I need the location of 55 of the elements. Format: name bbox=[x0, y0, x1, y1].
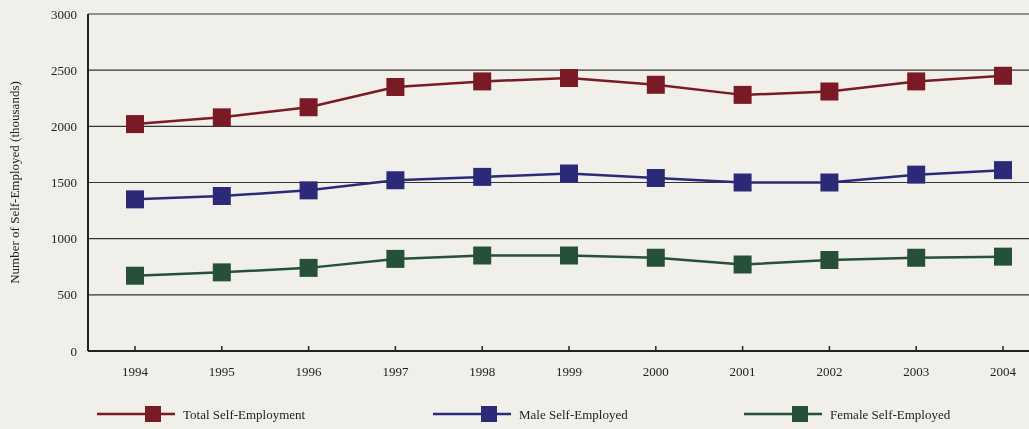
point bbox=[126, 115, 144, 134]
point bbox=[646, 75, 665, 94]
point bbox=[212, 108, 231, 127]
point bbox=[386, 171, 405, 190]
point bbox=[907, 72, 926, 91]
y-tick-label: 1000 bbox=[51, 231, 77, 247]
x-tick-label: 2002 bbox=[816, 364, 843, 379]
point bbox=[820, 173, 839, 192]
point bbox=[646, 169, 665, 188]
point bbox=[820, 82, 839, 101]
y-tick-label: 500 bbox=[57, 287, 77, 303]
point bbox=[994, 247, 1012, 266]
point bbox=[560, 164, 578, 183]
point bbox=[299, 98, 318, 117]
point bbox=[560, 246, 578, 265]
point bbox=[907, 248, 926, 267]
y-tick-label: 0 bbox=[70, 343, 77, 359]
point bbox=[560, 69, 578, 88]
point bbox=[820, 251, 839, 270]
point bbox=[299, 258, 318, 277]
x-tick-label: 2001 bbox=[729, 364, 756, 379]
point bbox=[733, 255, 752, 274]
x-tick-label: 2000 bbox=[642, 364, 669, 379]
point bbox=[473, 72, 492, 91]
point bbox=[473, 167, 492, 186]
y-tick-label: 1500 bbox=[51, 175, 77, 191]
x-tick-label: 1996 bbox=[295, 364, 323, 379]
legend-label: Total Self-Employment bbox=[183, 407, 306, 422]
x-tick-label: 1998 bbox=[469, 364, 496, 379]
x-tick-label: 1997 bbox=[382, 364, 409, 379]
x-tick-label: 1994 bbox=[122, 364, 149, 379]
x-tick-label: 2003 bbox=[903, 364, 930, 379]
point bbox=[386, 78, 405, 97]
x-tick-label: 1995 bbox=[208, 364, 235, 379]
point bbox=[386, 249, 405, 268]
x-tick-label: 1999 bbox=[556, 364, 582, 379]
point bbox=[646, 248, 665, 267]
point bbox=[733, 173, 752, 192]
y-tick-label: 3000 bbox=[51, 6, 77, 22]
point bbox=[299, 181, 318, 200]
x-tick-label: 2004 bbox=[990, 364, 1017, 379]
point bbox=[212, 186, 231, 205]
point bbox=[733, 85, 752, 104]
point bbox=[126, 190, 144, 209]
y-axis-title: Number of Self-Employed (thousands) bbox=[7, 81, 22, 284]
point bbox=[126, 266, 144, 285]
point bbox=[994, 66, 1012, 85]
legend-label: Female Self-Employed bbox=[830, 407, 951, 422]
point bbox=[994, 161, 1012, 180]
y-tick-label: 2000 bbox=[51, 118, 77, 134]
legend-label: Male Self-Employed bbox=[519, 407, 629, 422]
y-tick-label: 2500 bbox=[51, 62, 77, 78]
point bbox=[907, 165, 926, 184]
point bbox=[473, 246, 492, 265]
point bbox=[212, 263, 231, 282]
